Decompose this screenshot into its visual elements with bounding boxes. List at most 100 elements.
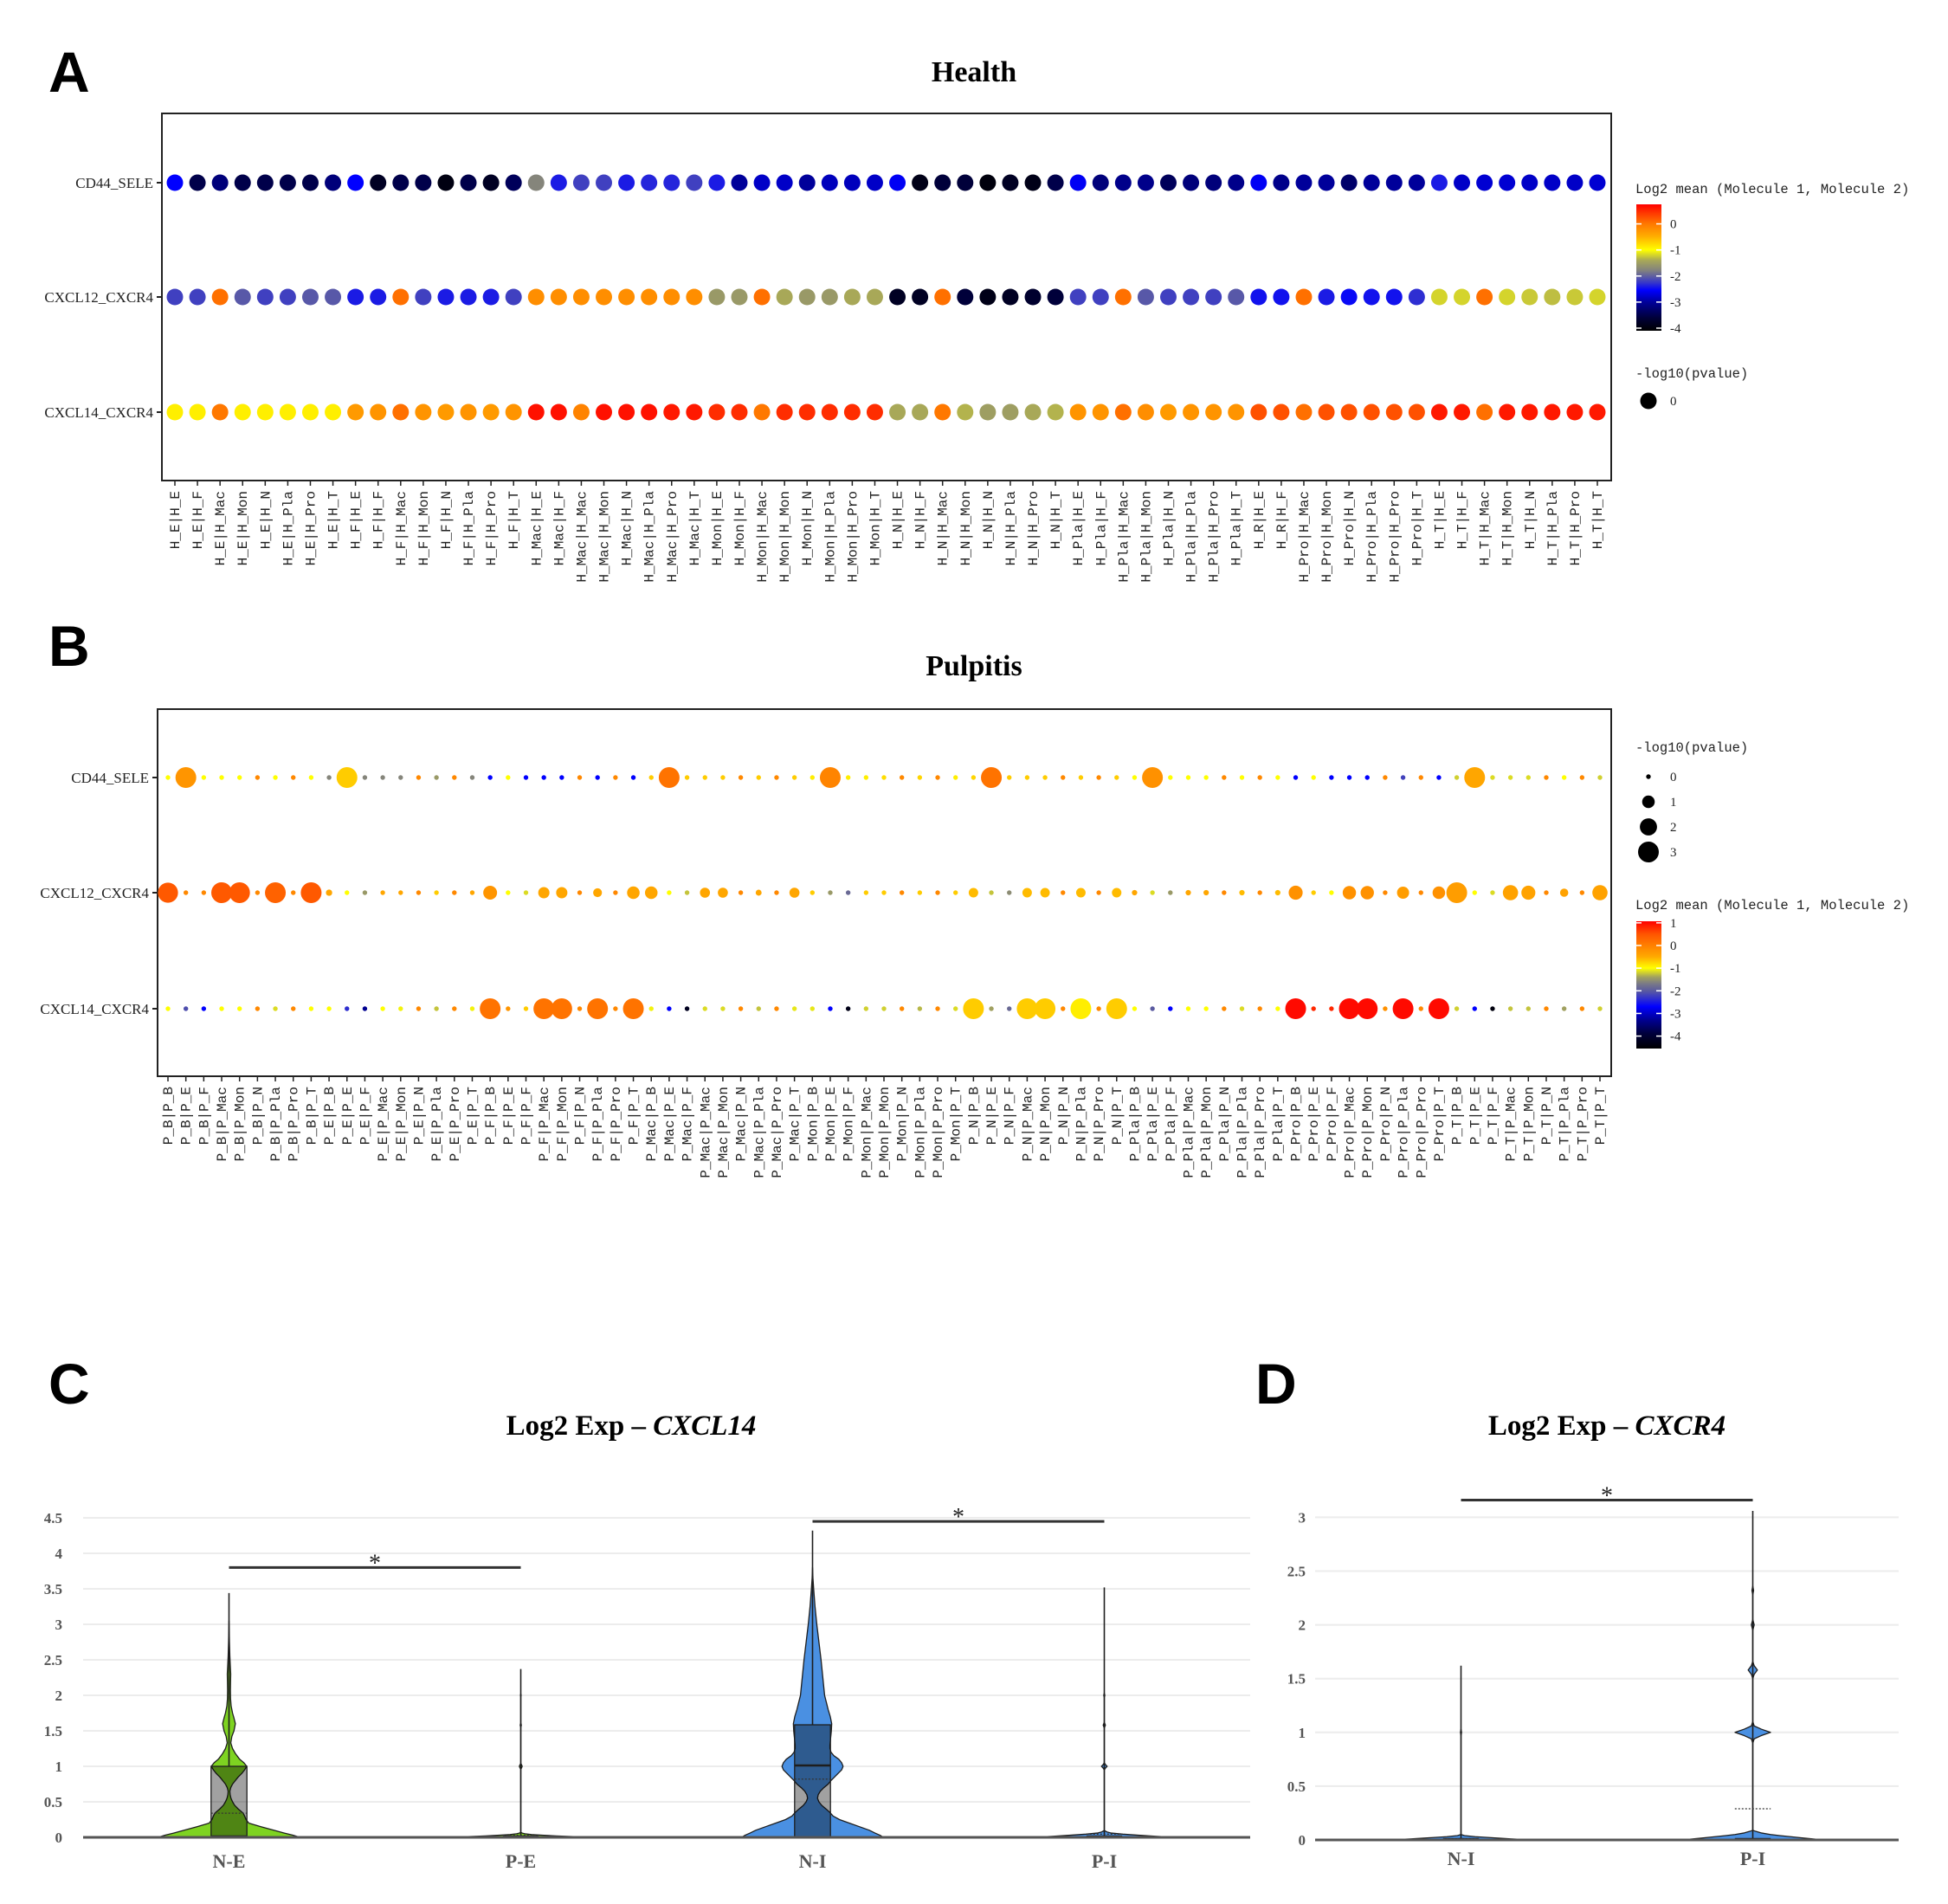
dot (1499, 403, 1516, 421)
panel-label-b: B (48, 614, 90, 678)
dot (1007, 890, 1012, 895)
dot (1454, 1006, 1460, 1011)
column-label: P_Pro|P_E (1306, 1087, 1322, 1161)
column-label: H_Mon|H_Mon (777, 491, 793, 583)
dot (1476, 288, 1493, 306)
dot (482, 403, 500, 421)
dot (189, 174, 206, 191)
dot (1561, 775, 1567, 780)
dot (572, 403, 590, 421)
dot (415, 288, 432, 306)
y-tick-label: 4.5 (44, 1510, 62, 1526)
dot (1239, 889, 1245, 896)
colorbar-tick-label: 1 (1670, 917, 1677, 931)
dot (1047, 403, 1064, 421)
column-label: H_Pro|H_T (1409, 491, 1425, 565)
column-label: H_Mon|H_N (800, 491, 816, 565)
dot (1042, 775, 1048, 780)
column-label: P_E|P_B (322, 1087, 338, 1145)
dot (505, 288, 522, 306)
dot (798, 403, 816, 421)
dot (1293, 775, 1299, 780)
dot (1159, 288, 1177, 306)
dot (1446, 882, 1467, 903)
dot (1544, 403, 1561, 421)
dot (183, 890, 189, 895)
column-label: P_Pla|P_Mac (1181, 1087, 1197, 1178)
column-label: P_N|P_B (966, 1087, 982, 1145)
column-label: H_Pro|H_Mon (1319, 491, 1335, 583)
dot (326, 1006, 332, 1011)
column-label: H_Pla|H_Mac (1116, 491, 1132, 583)
size-legend-label: 1 (1670, 796, 1677, 810)
column-label: H_T|H_Pla (1545, 491, 1561, 566)
dot (165, 1006, 171, 1011)
dot (325, 403, 342, 421)
colorbar-tick-label: 0 (1670, 939, 1677, 953)
column-label: P_E|P_N (411, 1087, 427, 1145)
panel-d: D Log2 Exp – CXCR4 0 0.5 1 1.5 2 2.5 3 N-I P-I * (1255, 1352, 1899, 1869)
dot (1418, 775, 1423, 780)
column-label: H_N|H_Pro (1026, 491, 1042, 565)
column-label: P_T|P_Pla (1558, 1087, 1573, 1162)
dot (1047, 174, 1064, 191)
column-label: H_R|H_F (1274, 491, 1290, 549)
dot (1061, 1006, 1066, 1011)
dot (1070, 998, 1092, 1019)
dot (641, 288, 658, 306)
y-tick-label: 0.5 (1287, 1778, 1306, 1795)
dot (1061, 890, 1066, 895)
column-label: P_N|P_N (1056, 1087, 1072, 1145)
dot (686, 288, 703, 306)
dot (1257, 775, 1262, 780)
dot (618, 288, 635, 306)
dot (684, 890, 690, 895)
dot (1092, 174, 1109, 191)
dot (1114, 775, 1119, 780)
dot (469, 1006, 475, 1011)
dot (550, 403, 567, 421)
dot (1275, 775, 1280, 780)
dot (819, 767, 841, 788)
dot (1346, 775, 1352, 780)
y-tick-label: 1.5 (1287, 1671, 1306, 1688)
dot (392, 403, 410, 421)
dot (347, 174, 364, 191)
dot (934, 403, 951, 421)
dot (644, 886, 658, 900)
dot (587, 998, 609, 1019)
dot (1183, 403, 1200, 421)
dot (345, 1006, 350, 1011)
dot (1069, 288, 1087, 306)
dot (482, 174, 500, 191)
dot (686, 403, 703, 421)
dot (791, 775, 797, 780)
dot (968, 887, 978, 898)
column-label: H_E|H_N (258, 491, 274, 549)
y-tick-label: 2.5 (44, 1652, 62, 1668)
dot (279, 174, 296, 191)
dot (1137, 288, 1154, 306)
column-label: P_Pla|P_B (1127, 1087, 1143, 1161)
dot (1273, 174, 1290, 191)
column-label: P_Pla|P_Pla (1235, 1087, 1251, 1178)
column-label: P_Pla|P_Pro (1253, 1087, 1268, 1178)
dot (1418, 1006, 1423, 1011)
dot (533, 998, 555, 1019)
dot (416, 890, 422, 895)
column-label: H_E|H_Pla (281, 491, 296, 566)
dot (380, 890, 385, 895)
dot (301, 403, 319, 421)
dot (667, 1006, 672, 1011)
size-legend-dot (1638, 842, 1659, 862)
size-legend-dot (1642, 795, 1655, 809)
chart-title-cxcl14: Log2 Exp – CXCL14 (506, 1410, 757, 1442)
dot (437, 174, 455, 191)
dot (165, 775, 171, 780)
column-label: P_N|P_Pla (1074, 1087, 1089, 1162)
dot (380, 1006, 385, 1011)
dot (917, 775, 923, 780)
column-label: P_Mon|P_Pro (931, 1087, 946, 1178)
column-label: H_Pla|H_Mon (1138, 491, 1154, 583)
dot (527, 403, 545, 421)
